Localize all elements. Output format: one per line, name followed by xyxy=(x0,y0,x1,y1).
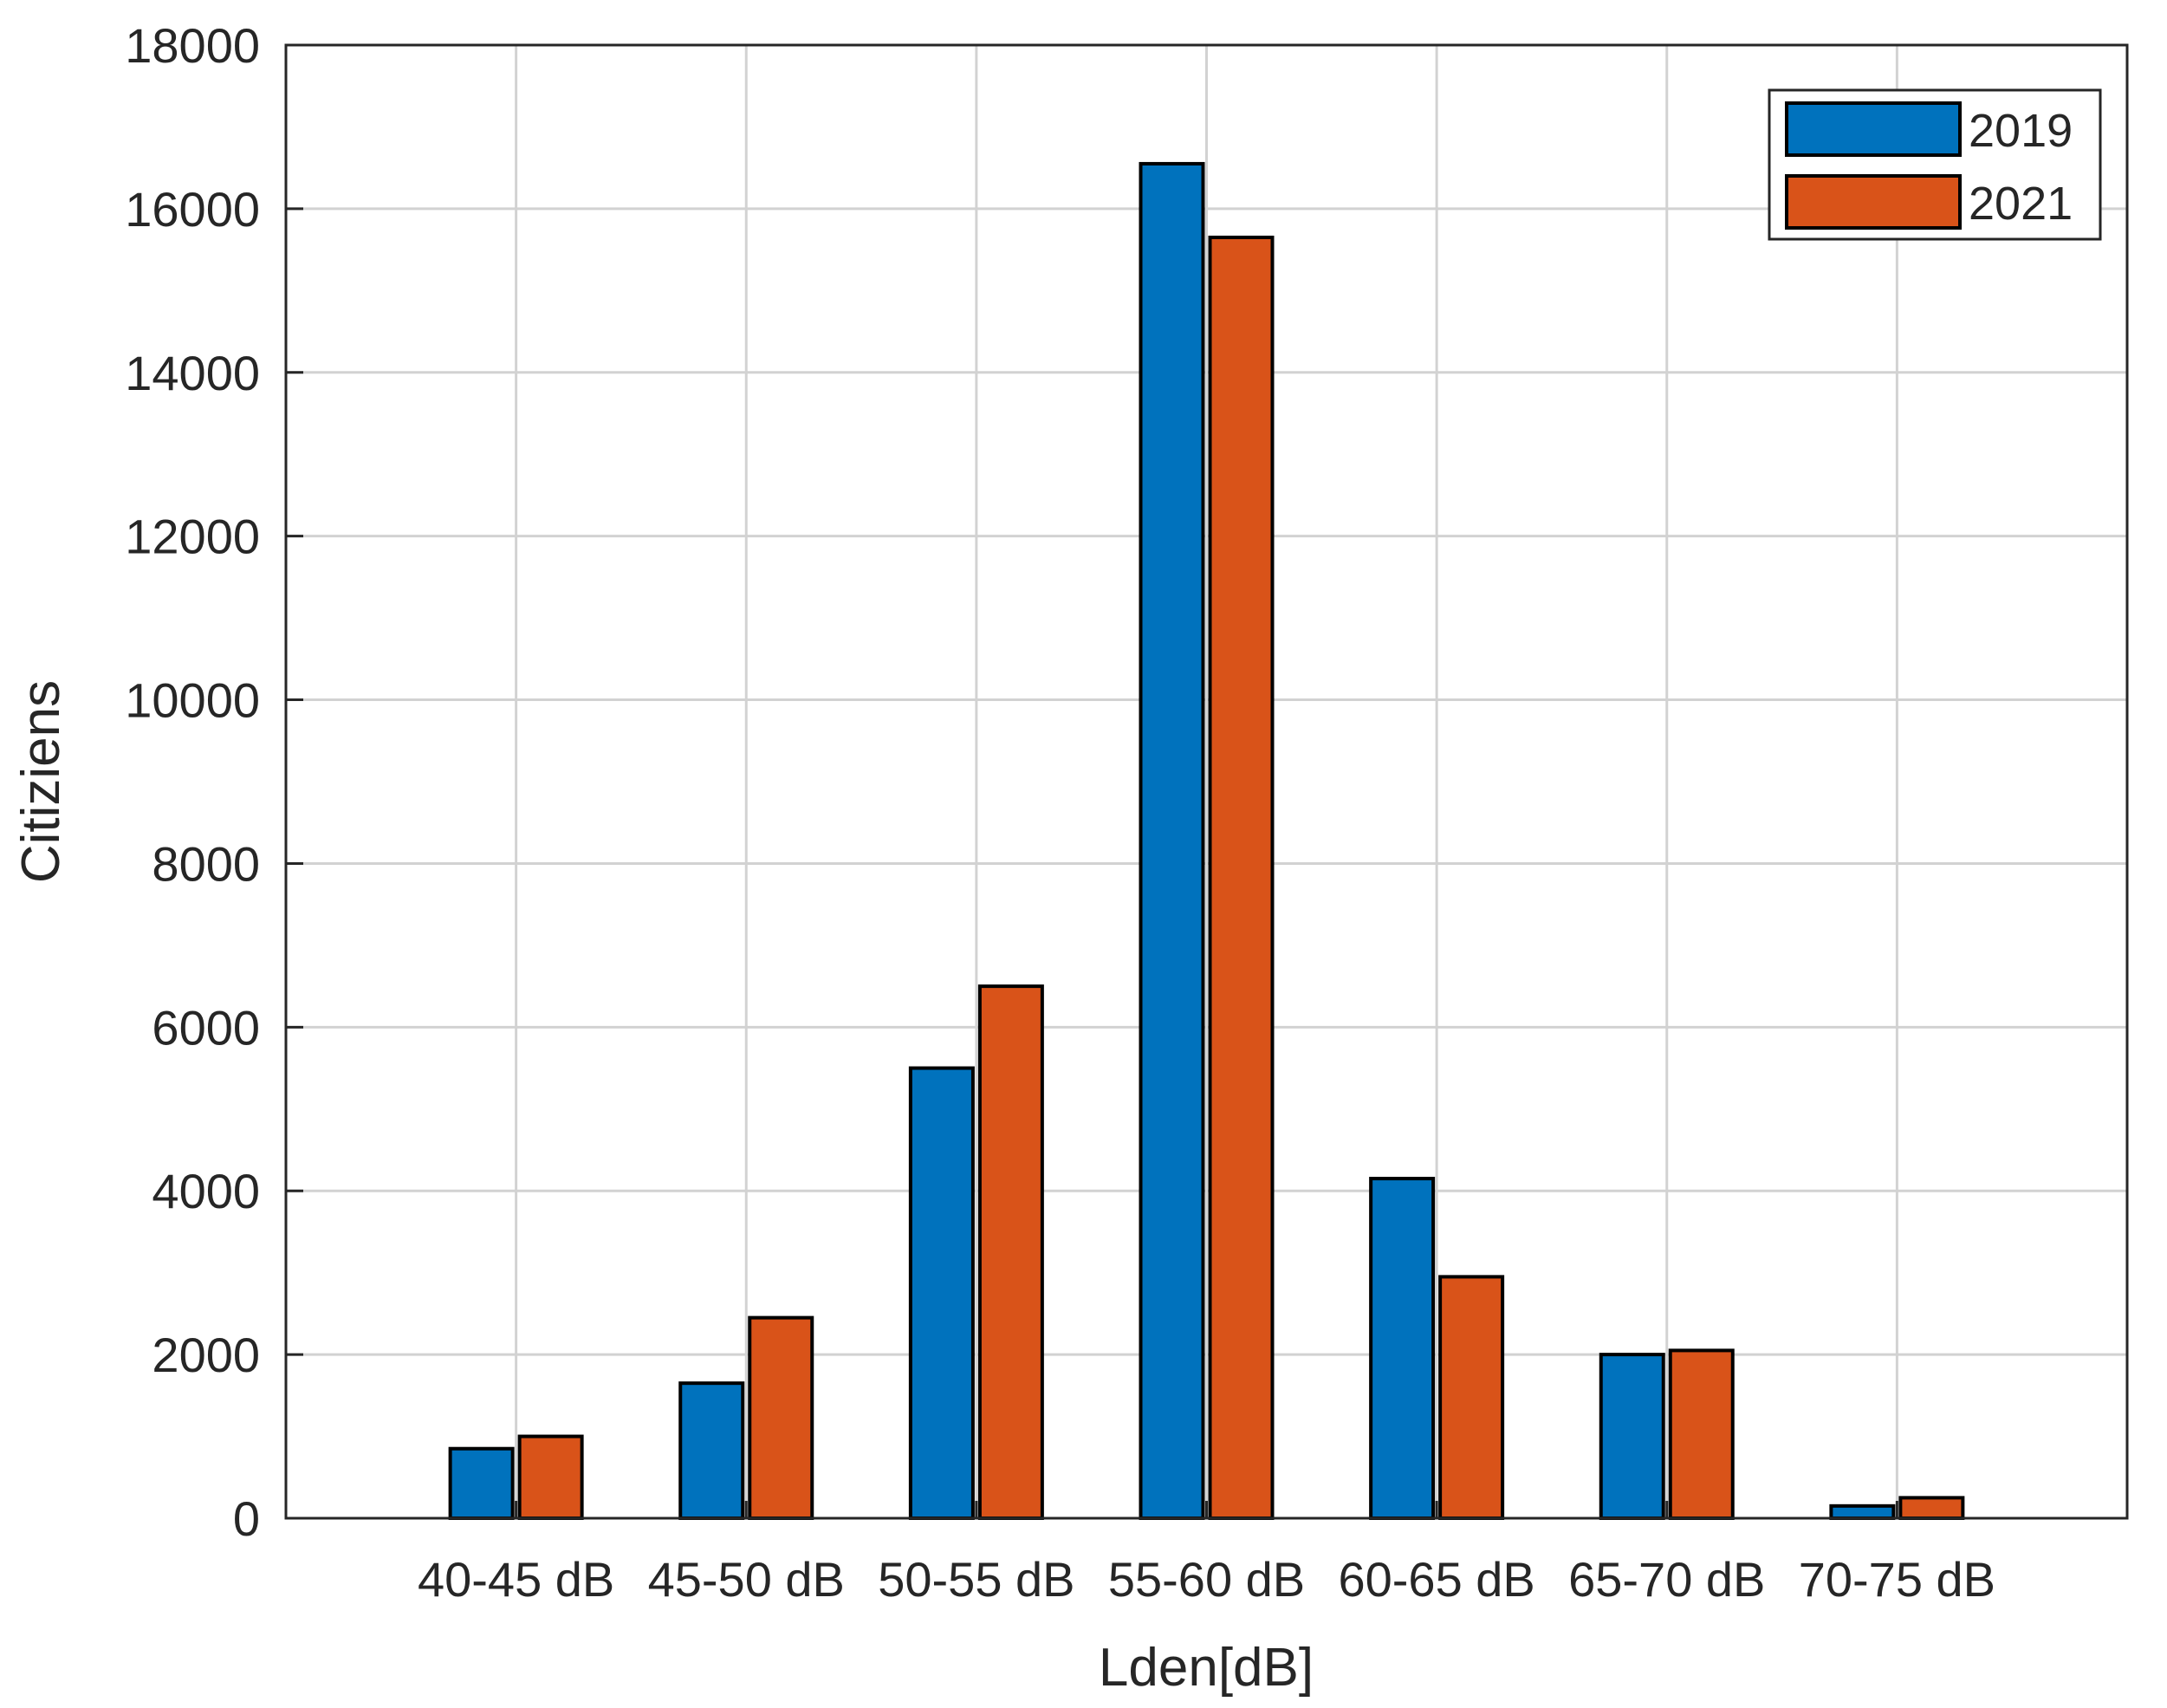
x-tick-label-2: 50-55 dB xyxy=(878,1552,1074,1607)
bar-2021-65-70dB xyxy=(1668,1348,1735,1521)
y-tick-label-4000: 4000 xyxy=(152,1164,260,1218)
y-tick-label-8000: 8000 xyxy=(152,836,260,891)
y-axis-title: Citiziens xyxy=(11,680,71,883)
bars xyxy=(448,161,1965,1521)
bar-2019-50-55dB xyxy=(908,1066,975,1520)
x-tick-label-6: 70-75 dB xyxy=(1799,1552,1995,1607)
bar-2019-65-70dB xyxy=(1599,1353,1665,1520)
bar-2021-60-65dB xyxy=(1438,1275,1505,1521)
bar-2021-55-60dB xyxy=(1208,235,1275,1520)
y-tick-label-6000: 6000 xyxy=(152,1000,260,1055)
y-tick-label-12000: 12000 xyxy=(125,510,260,564)
y-tick-label-10000: 10000 xyxy=(125,673,260,728)
bar-2021-50-55dB xyxy=(977,984,1044,1520)
legend-label-2021: 2021 xyxy=(1969,178,2073,230)
x-tick-label-5: 65-70 dB xyxy=(1568,1552,1765,1607)
y-tick-label-0: 0 xyxy=(233,1491,260,1546)
legend-swatch-2019 xyxy=(1785,101,1962,157)
x-tick-label-1: 45-50 dB xyxy=(648,1552,845,1607)
x-tick-label-4: 60-65 dB xyxy=(1338,1552,1534,1607)
y-tick-label-18000: 18000 xyxy=(125,18,260,73)
legend-swatch-2021 xyxy=(1785,174,1962,230)
legend-label-2019: 2019 xyxy=(1969,105,2073,157)
bar-2019-45-50dB xyxy=(678,1381,745,1520)
x-axis-title: Lden[dB] xyxy=(1099,1638,1314,1698)
x-axis-ticks: 40-45 dB 45-50 dB 50-55 dB 55-60 dB 60-65 dB… xyxy=(418,1501,1995,1607)
bar-2019-40-45dB xyxy=(448,1446,515,1520)
x-tick-label-0: 40-45 dB xyxy=(418,1552,614,1607)
bar-2021-70-75dB xyxy=(1898,1496,1965,1521)
bar-2019-60-65dB xyxy=(1369,1177,1436,1520)
bar-2021-45-50dB xyxy=(748,1315,814,1520)
y-tick-label-2000: 2000 xyxy=(152,1328,260,1382)
y-tick-label-14000: 14000 xyxy=(125,346,260,400)
legend: 2019 2021 xyxy=(1768,88,2102,241)
bar-2019-55-60dB xyxy=(1139,161,1205,1520)
bar-2021-40-45dB xyxy=(517,1434,584,1520)
y-axis-ticks: 0 2000 4000 6000 8000 10000 12000 14000 16000 180… xyxy=(125,18,303,1546)
y-tick-label-16000: 16000 xyxy=(125,182,260,237)
x-tick-label-3: 55-60 dB xyxy=(1108,1552,1305,1607)
bar-2019-70-75dB xyxy=(1829,1503,1896,1521)
